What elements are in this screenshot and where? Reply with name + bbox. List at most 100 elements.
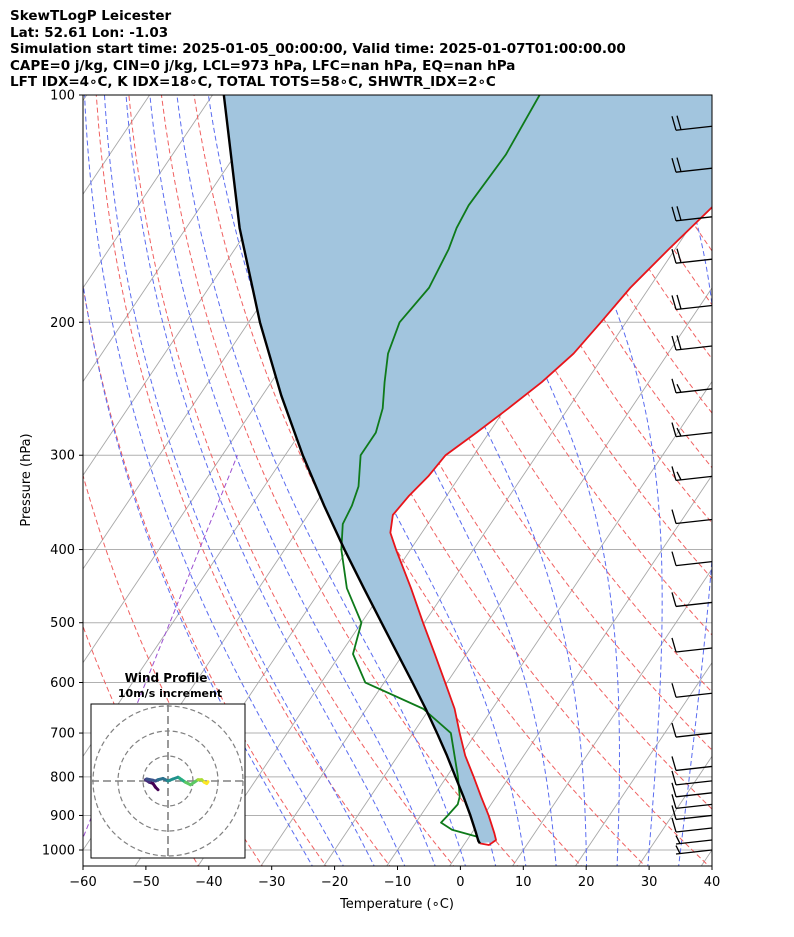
moist-adiabat <box>103 95 375 866</box>
wind-barb <box>671 794 713 809</box>
dry-adiabat <box>128 95 455 866</box>
barb-feather <box>671 116 677 131</box>
barb-staff <box>675 647 713 653</box>
wind-barb <box>671 294 713 311</box>
isotherm <box>449 474 712 866</box>
barb-staff <box>675 216 713 222</box>
dry-adiabat <box>83 283 327 866</box>
chart-header: SkewTLogP Leicester Lat: 52.61 Lon: -1.0… <box>10 8 626 91</box>
barb-staff <box>675 765 713 772</box>
wind-barb <box>675 835 713 845</box>
x-tick-label: 10 <box>515 875 532 890</box>
hodograph-segment <box>205 780 210 785</box>
dry-adiabat <box>389 95 712 636</box>
x-tick-label: 20 <box>578 875 595 890</box>
barb-staff <box>675 827 713 833</box>
barb-feather <box>675 845 681 854</box>
wind-barb <box>671 817 713 833</box>
wind-barb <box>671 551 713 567</box>
x-tick-label: −30 <box>258 875 285 890</box>
barb-feather <box>671 805 677 820</box>
barb-feather <box>671 817 677 833</box>
barb-feather <box>671 683 677 698</box>
wind-barb <box>671 248 713 264</box>
barb-staff <box>675 814 713 821</box>
barb-staff <box>675 780 713 786</box>
barb-feather <box>676 335 682 350</box>
isotherm <box>83 95 213 289</box>
barb-feather <box>671 782 677 798</box>
dry-adiabat <box>323 95 712 751</box>
barb-feather <box>671 722 677 738</box>
barb-staff <box>675 560 713 567</box>
barb-feather <box>676 383 682 393</box>
barb-feather <box>671 509 677 524</box>
barb-feather <box>675 835 681 844</box>
barb-feather <box>676 206 682 221</box>
axes: −60 −50 −40 −30 −20 −10 0 10 20 30 40 1000 900 800 700… <box>42 89 720 891</box>
x-tick-label: −40 <box>195 875 222 890</box>
dry-adiabat <box>715 95 794 869</box>
chart-title: SkewTLogP Leicester <box>10 8 172 24</box>
parcel-profile <box>222 95 481 845</box>
barb-feather <box>671 592 677 607</box>
barb-feather <box>676 115 682 130</box>
wind-barb <box>671 422 713 438</box>
hodograph-title: Wind Profile <box>125 671 208 685</box>
wind-barb <box>671 157 713 173</box>
wind-barb <box>671 637 713 653</box>
x-tick-label: −20 <box>321 875 348 890</box>
wind-barb <box>671 683 713 698</box>
barb-staff <box>675 732 713 738</box>
barb-staff <box>675 125 713 131</box>
barb-feather <box>676 248 682 263</box>
isotherm <box>700 849 712 866</box>
barb-feather <box>676 157 682 172</box>
barb-feather <box>671 206 677 222</box>
x-axis-label: Temperature (∘C) <box>339 897 454 912</box>
location-line: Lat: 52.61 Lon: -1.03 <box>10 24 169 41</box>
moist-adiabat <box>83 281 313 866</box>
y-tick-label: 300 <box>50 449 75 464</box>
time-line: Simulation start time: 2025-01-05_00:00:… <box>10 41 626 57</box>
dry-adiabat <box>421 95 712 580</box>
y-tick-label: 400 <box>50 543 75 558</box>
isotherm <box>575 661 712 866</box>
dry-adiabat <box>748 95 794 869</box>
y-tick-label: 800 <box>50 770 75 785</box>
barb-staff <box>675 849 713 855</box>
y-tick-label: 600 <box>50 676 75 691</box>
x-tick-label: −50 <box>132 875 159 890</box>
barb-feather <box>671 157 677 173</box>
dry-adiabat <box>95 95 391 866</box>
wind-barb <box>671 378 713 394</box>
x-tick-label: −10 <box>384 875 411 890</box>
wind-barb <box>671 335 713 351</box>
dewpoint-profile <box>340 95 541 844</box>
y-tick-label: 900 <box>50 809 75 824</box>
wind-barbs <box>671 115 713 855</box>
barb-feather <box>671 770 677 786</box>
wind-barb <box>671 770 713 786</box>
dry-adiabat <box>160 95 519 866</box>
dry-adiabat <box>780 95 794 869</box>
wind-barb <box>675 845 713 855</box>
x-tick-label: 40 <box>704 875 721 890</box>
barb-staff <box>675 475 713 482</box>
y-tick-label: 1000 <box>42 844 75 859</box>
dry-adiabat <box>83 473 263 866</box>
barb-feather <box>671 637 677 653</box>
barb-staff <box>675 518 713 525</box>
wind-barb <box>671 722 713 738</box>
barb-staff <box>675 839 713 845</box>
temperature-profile <box>389 205 712 846</box>
wind-barb <box>671 756 713 772</box>
barb-staff <box>675 792 713 798</box>
wind-barb <box>671 592 713 608</box>
barb-staff <box>675 167 713 173</box>
profiles <box>222 95 712 846</box>
y-tick-label: 700 <box>50 727 75 742</box>
x-tick-label: 0 <box>456 875 464 890</box>
moist-adiabat <box>84 95 344 866</box>
